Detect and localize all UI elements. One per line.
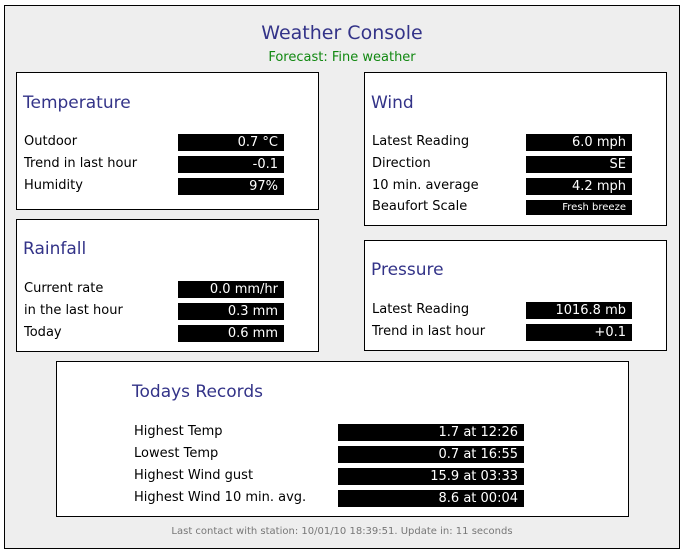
status-footer: Last contact with station: 10/01/10 18:3…: [171, 526, 513, 537]
row-label: Current rate: [24, 281, 104, 296]
panel-title: Temperature: [23, 93, 131, 113]
page-title: Weather Console: [261, 22, 423, 44]
row-label: Lowest Temp: [134, 446, 219, 461]
rainfall-panel: Rainfall Current rate 0.0 mm/hr in the l…: [16, 219, 319, 352]
row-label: 10 min. average: [372, 178, 479, 193]
row-value: 0.3 mm: [178, 303, 284, 320]
weather-console: Weather Console Forecast: Fine weather T…: [4, 5, 680, 549]
row-label: Beaufort Scale: [372, 199, 468, 214]
pressure-panel: Pressure Latest Reading 1016.8 mb Trend …: [364, 240, 667, 351]
row-value: Fresh breeze: [526, 200, 632, 215]
row-label: Trend in last hour: [372, 324, 486, 339]
row-label: Humidity: [24, 178, 83, 193]
panel-title: Rainfall: [23, 239, 87, 259]
row-value: 1016.8 mb: [526, 302, 632, 319]
row-value: -0.1: [178, 156, 284, 173]
row-value: SE: [526, 156, 632, 173]
row-value: 6.0 mph: [526, 134, 632, 151]
records-panel: Todays Records Highest Temp 1.7 at 12:26…: [56, 361, 629, 517]
row-value: 4.2 mph: [526, 178, 632, 195]
row-value: 0.0 mm/hr: [178, 281, 284, 298]
row-value: 0.7 at 16:55: [338, 446, 524, 463]
row-label: Today: [24, 325, 62, 340]
row-label: Latest Reading: [372, 302, 470, 317]
row-value: 0.6 mm: [178, 325, 284, 342]
wind-panel: Wind Latest Reading 6.0 mph Direction SE…: [364, 72, 667, 226]
row-value: 8.6 at 00:04: [338, 490, 524, 507]
row-value: 15.9 at 03:33: [338, 468, 524, 485]
row-label: Highest Wind gust: [134, 468, 254, 483]
row-value: +0.1: [526, 324, 632, 341]
row-value: 97%: [178, 178, 284, 195]
row-label: in the last hour: [24, 303, 123, 318]
row-label: Latest Reading: [372, 134, 470, 149]
panel-title: Wind: [371, 93, 414, 113]
panel-title: Todays Records: [132, 382, 264, 402]
row-label: Direction: [372, 156, 431, 171]
row-label: Outdoor: [24, 134, 78, 149]
row-label: Trend in last hour: [24, 156, 138, 171]
row-label: Highest Temp: [134, 424, 223, 439]
row-label: Highest Wind 10 min. avg.: [134, 490, 307, 505]
panel-title: Pressure: [371, 260, 444, 280]
row-value: 1.7 at 12:26: [338, 424, 524, 441]
forecast-text: Forecast: Fine weather: [268, 50, 416, 65]
row-value: 0.7 °C: [178, 134, 284, 151]
temperature-panel: Temperature Outdoor 0.7 °C Trend in last…: [16, 72, 319, 210]
